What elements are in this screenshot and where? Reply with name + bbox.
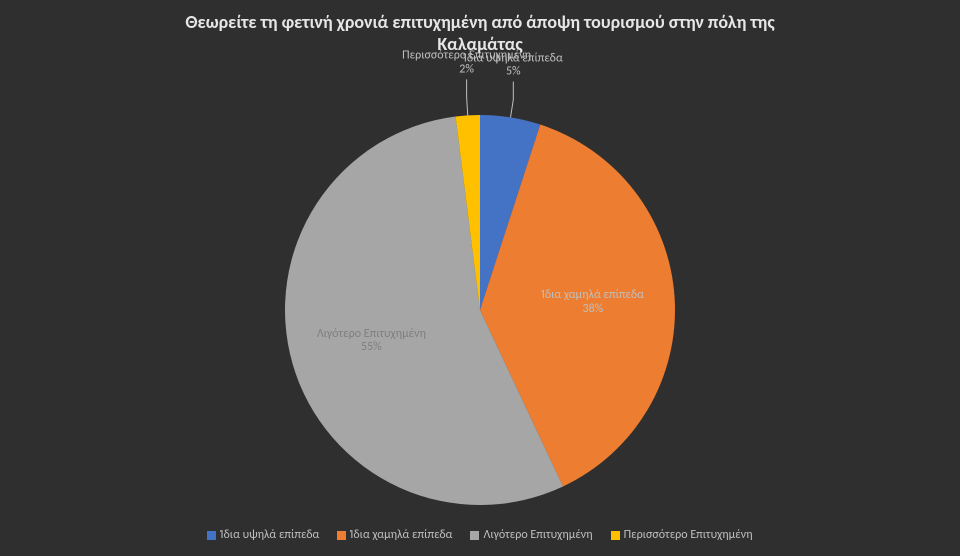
- legend-swatch: [611, 531, 620, 540]
- chart-legend: Ίδια υψηλά επίπεδα Ίδια χαμηλά επίπεδα Λιγ…: [0, 528, 960, 542]
- legend-item: Περισσότερο Επιτυχημένη: [611, 528, 753, 542]
- legend-label: Λιγότερο Επιτυχημένη: [483, 528, 592, 542]
- slice-label: Λιγότερο Επιτυχημένη 55%: [317, 328, 426, 356]
- legend-label: Ίδια υψηλά επίπεδα: [220, 528, 319, 542]
- legend-item: Λιγότερο Επιτυχημένη: [470, 528, 592, 542]
- legend-swatch: [337, 531, 346, 540]
- legend-label: Περισσότερο Επιτυχημένη: [624, 528, 753, 542]
- legend-item: Ίδια χαμηλά επίπεδα: [337, 528, 452, 542]
- pie-plot-area: [215, 45, 745, 556]
- legend-item: Ίδια υψηλά επίπεδα: [207, 528, 319, 542]
- legend-swatch: [470, 531, 479, 540]
- leader-line: [511, 82, 514, 118]
- pie-chart-container: Θεωρείτε τη φετινή χρονιά επιτυχημένη απ…: [0, 0, 960, 556]
- leader-line: [467, 79, 468, 115]
- legend-swatch: [207, 531, 216, 540]
- legend-label: Ίδια χαμηλά επίπεδα: [350, 528, 452, 542]
- slice-label: Ίδια χαμηλά επίπεδα 38%: [542, 289, 644, 317]
- slice-label: Περισσότερο Επιτυχημένη 2%: [402, 50, 531, 78]
- pie-svg: [215, 45, 745, 556]
